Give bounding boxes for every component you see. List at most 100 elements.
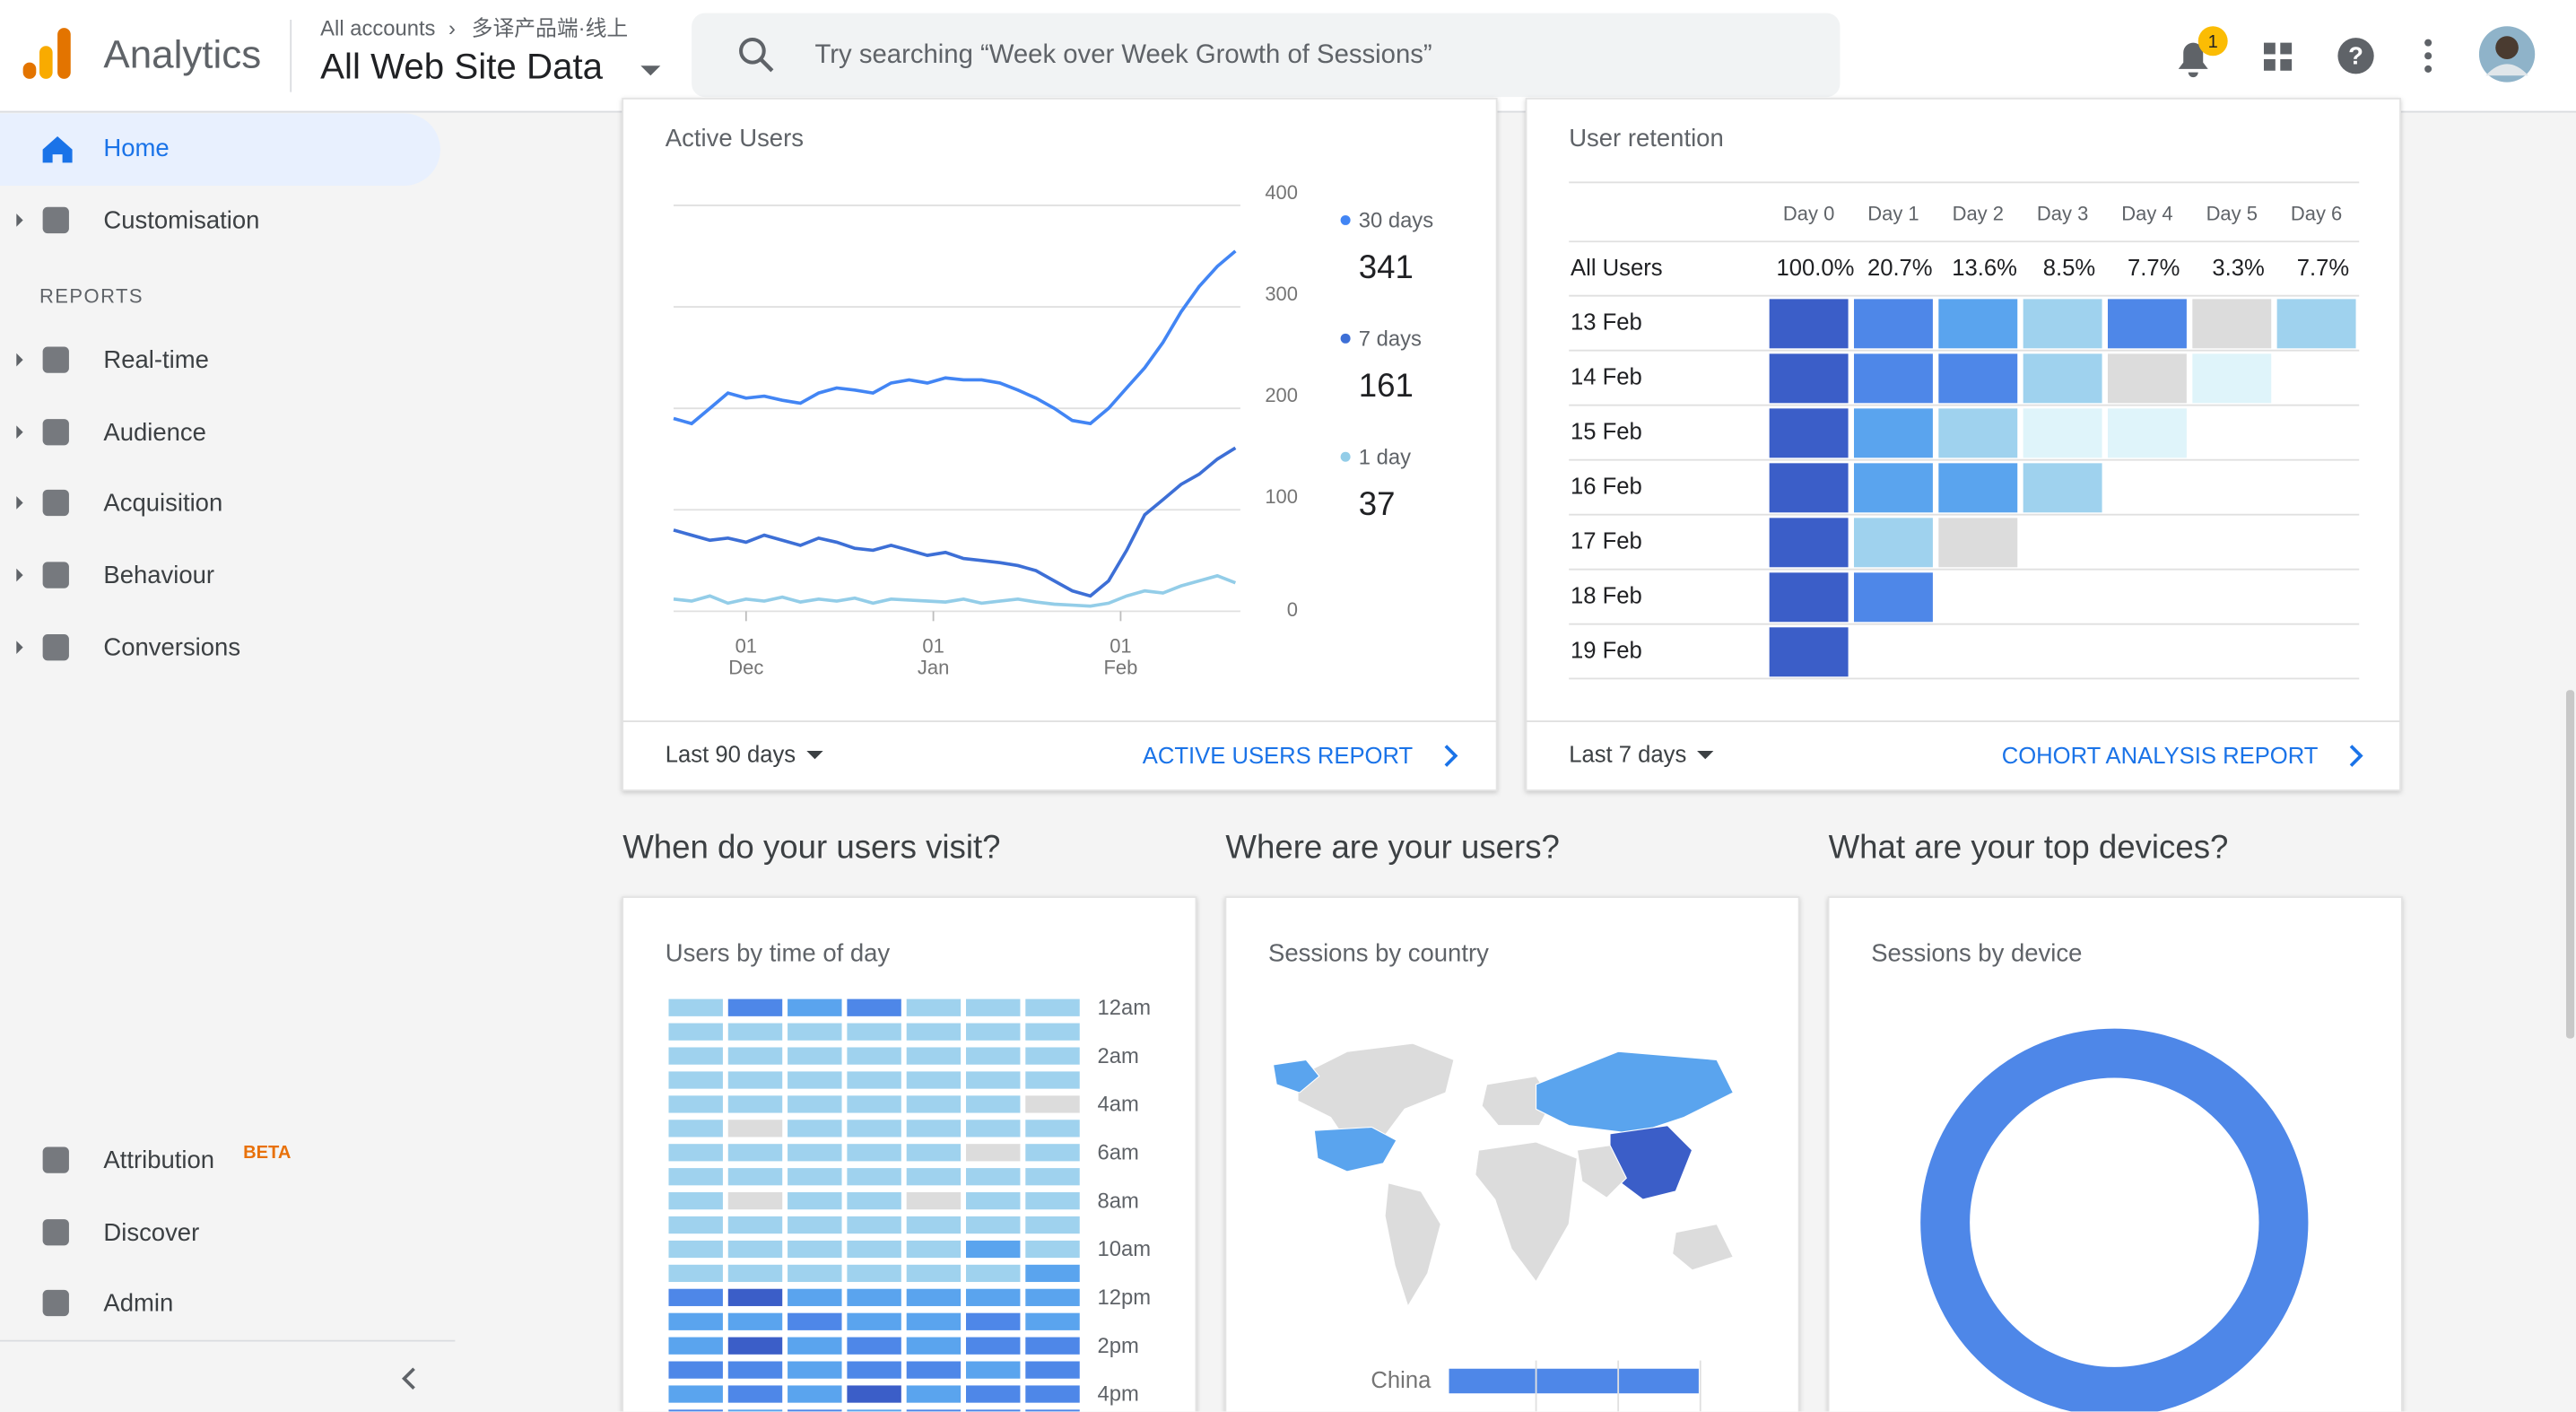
nav-item[interactable]: Attribution [103, 1146, 214, 1173]
cohort-cell [1769, 572, 1849, 623]
more-icon[interactable] [2424, 39, 2432, 73]
heat-cell [1025, 1120, 1080, 1137]
collapse-button[interactable] [401, 1367, 415, 1390]
apps-icon[interactable] [2263, 42, 2293, 71]
property-selector[interactable]: All Web Site Data [320, 47, 604, 87]
heat-cell [906, 1168, 962, 1186]
card [1827, 896, 2403, 1412]
column-header: Day 2 [1953, 203, 2004, 225]
heat-cell [906, 1071, 962, 1089]
heat-cell [965, 1361, 1021, 1379]
map-region [1384, 1182, 1441, 1308]
nav-icon [42, 489, 69, 517]
scrollbar[interactable] [2566, 690, 2575, 1039]
heat-cell [788, 1385, 842, 1403]
x-tick-label: Feb [1103, 656, 1137, 678]
heat-cell [847, 1095, 901, 1113]
expand-arrow[interactable] [16, 353, 23, 367]
date-range[interactable]: Last 90 days [666, 742, 796, 767]
nav-item[interactable]: Conversions [103, 633, 240, 661]
nav-item[interactable]: Acquisition [103, 489, 222, 517]
heat-cell [727, 1385, 783, 1403]
heat-cell [1025, 1023, 1080, 1041]
cohort-cell [2023, 408, 2102, 458]
date-range[interactable]: Last 7 days [1569, 742, 1686, 767]
range-caret[interactable] [806, 751, 823, 760]
cohort-cell [1769, 627, 1849, 677]
heat-cell [847, 1023, 901, 1041]
heat-cell [906, 1192, 962, 1210]
notification-badge [2197, 26, 2228, 57]
series-line [673, 249, 1237, 426]
nav-item[interactable]: Customisation [103, 206, 259, 234]
heat-cell [847, 1047, 901, 1065]
notifications-icon[interactable] [2178, 42, 2208, 78]
heat-cell [788, 1312, 842, 1330]
x-tick-label: 01 [1110, 634, 1131, 657]
legend-label: 30 days [1359, 209, 1433, 233]
expand-arrow[interactable] [16, 214, 23, 227]
heat-cell [668, 1071, 723, 1089]
nav-item[interactable]: Behaviour [103, 561, 214, 588]
help-icon[interactable] [2337, 38, 2374, 74]
nav-item[interactable]: Home [103, 134, 169, 161]
heat-cell [668, 1095, 723, 1113]
link-chevron[interactable] [1444, 745, 1458, 767]
account-name[interactable]: 多译产品端·线上 [472, 16, 629, 40]
heat-cell [727, 1312, 783, 1330]
range-caret[interactable] [1697, 751, 1714, 760]
heat-cell [788, 998, 842, 1016]
heat-cell [668, 998, 723, 1016]
hour-label: 6am [1098, 1140, 1139, 1164]
heat-cell [668, 1240, 723, 1259]
row-label: 14 Feb [1571, 365, 1642, 390]
column-header: Day 4 [2121, 203, 2172, 225]
heat-cell [1025, 1192, 1080, 1210]
device-donut [1920, 1028, 2309, 1412]
heat-cell [727, 1047, 783, 1065]
nav-icon [42, 1289, 69, 1317]
link-chevron[interactable] [2349, 745, 2363, 767]
nav-item[interactable]: Admin [103, 1289, 173, 1317]
report-link[interactable]: ACTIVE USERS REPORT [1143, 744, 1414, 769]
property-caret[interactable] [640, 65, 661, 76]
heat-cell [788, 1168, 842, 1186]
expand-arrow[interactable] [16, 425, 23, 440]
heat-cell [965, 1095, 1021, 1113]
expand-arrow[interactable] [16, 641, 23, 654]
breadcrumb[interactable]: All accounts [320, 16, 435, 40]
heat-cell [965, 1240, 1021, 1259]
report-link[interactable]: COHORT ANALYSIS REPORT [2002, 744, 2319, 769]
heat-cell [788, 1337, 842, 1355]
cohort-cell [1769, 463, 1849, 513]
heat-cell [906, 1240, 962, 1259]
heat-cell [727, 1264, 783, 1283]
section-heading: When do your users visit? [622, 829, 1000, 866]
search-icon [759, 57, 774, 73]
heat-cell [965, 1288, 1021, 1306]
heat-cell [788, 1144, 842, 1162]
retention-cell: 7.7% [2128, 256, 2180, 281]
heat-cell [668, 1216, 723, 1234]
nav-item[interactable]: Audience [103, 418, 206, 446]
heat-cell [906, 1120, 962, 1137]
breadcrumb-sep: › [448, 16, 456, 40]
heat-cell [788, 1095, 842, 1113]
cohort-cell [1853, 299, 1933, 349]
heat-cell [788, 1216, 842, 1234]
map-region [1297, 1042, 1455, 1143]
heat-cell [727, 1071, 783, 1089]
nav-icon [42, 206, 69, 234]
nav-item[interactable]: Real-time [103, 345, 209, 373]
heat-cell [847, 1216, 901, 1234]
heat-cell [906, 1385, 962, 1403]
cohort-cell [2107, 353, 2187, 404]
y-tick-label: 400 [1265, 181, 1298, 204]
cohort-cell [2107, 408, 2187, 458]
search-box[interactable] [692, 13, 1841, 98]
y-tick-label: 200 [1265, 384, 1298, 406]
expand-arrow[interactable] [16, 568, 23, 582]
heat-cell [1025, 1216, 1080, 1234]
nav-item[interactable]: Discover [103, 1218, 199, 1246]
expand-arrow[interactable] [16, 496, 23, 510]
